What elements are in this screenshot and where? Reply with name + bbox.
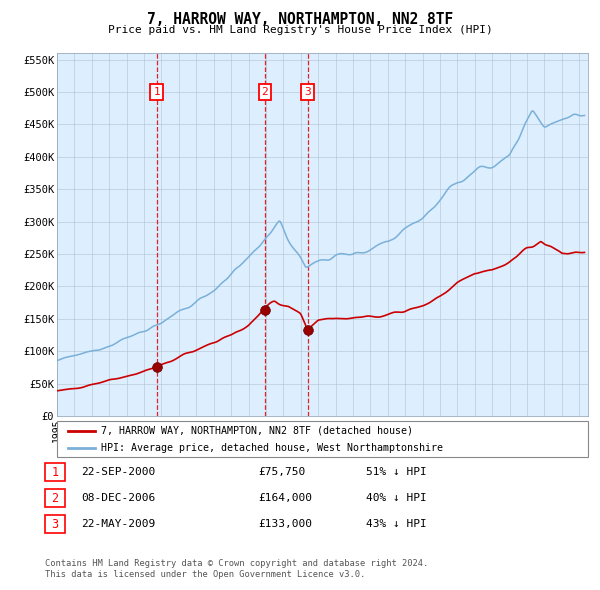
Text: 43% ↓ HPI: 43% ↓ HPI: [366, 519, 427, 529]
Text: 2: 2: [262, 87, 268, 97]
Text: 7, HARROW WAY, NORTHAMPTON, NN2 8TF: 7, HARROW WAY, NORTHAMPTON, NN2 8TF: [147, 12, 453, 27]
Text: £133,000: £133,000: [258, 519, 312, 529]
Text: HPI: Average price, detached house, West Northamptonshire: HPI: Average price, detached house, West…: [101, 443, 443, 453]
Text: £75,750: £75,750: [258, 467, 305, 477]
Text: 2: 2: [52, 491, 58, 505]
Text: 40% ↓ HPI: 40% ↓ HPI: [366, 493, 427, 503]
Text: 3: 3: [52, 517, 58, 531]
Text: 08-DEC-2006: 08-DEC-2006: [81, 493, 155, 503]
Text: 3: 3: [304, 87, 311, 97]
Text: 1: 1: [153, 87, 160, 97]
Text: 7, HARROW WAY, NORTHAMPTON, NN2 8TF (detached house): 7, HARROW WAY, NORTHAMPTON, NN2 8TF (det…: [101, 426, 413, 436]
Text: £164,000: £164,000: [258, 493, 312, 503]
Text: Price paid vs. HM Land Registry's House Price Index (HPI): Price paid vs. HM Land Registry's House …: [107, 25, 493, 35]
Text: Contains HM Land Registry data © Crown copyright and database right 2024.: Contains HM Land Registry data © Crown c…: [45, 559, 428, 568]
Text: 22-MAY-2009: 22-MAY-2009: [81, 519, 155, 529]
Text: 22-SEP-2000: 22-SEP-2000: [81, 467, 155, 477]
Text: 51% ↓ HPI: 51% ↓ HPI: [366, 467, 427, 477]
Text: This data is licensed under the Open Government Licence v3.0.: This data is licensed under the Open Gov…: [45, 571, 365, 579]
Text: 1: 1: [52, 466, 58, 479]
